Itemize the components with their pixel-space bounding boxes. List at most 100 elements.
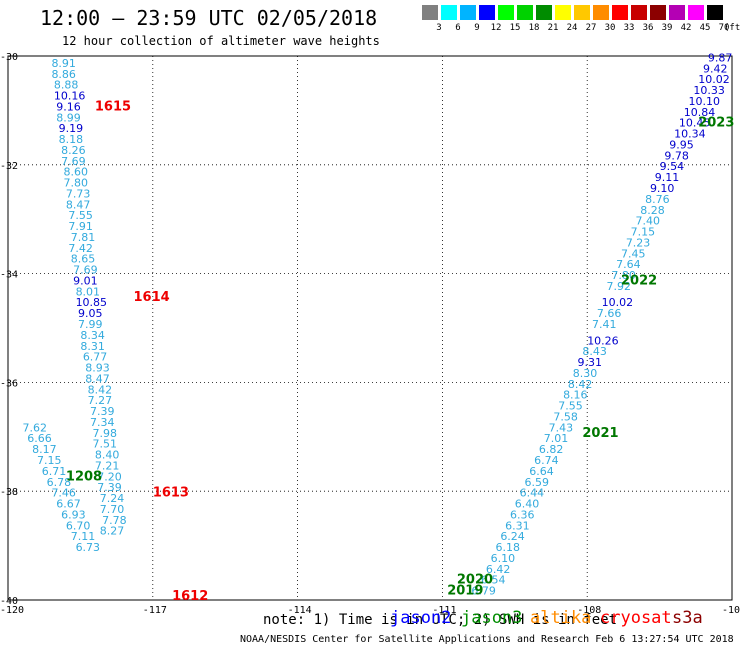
track-label: 1208 [66,469,102,484]
wave-height-value: 7.15 [37,454,62,467]
y-tick-label: -38 [0,487,18,498]
y-tick-label: -30 [0,52,18,63]
legend-label: 33 [623,23,635,33]
legend-label: 24 [566,23,578,33]
wave-height-value: 6.73 [76,541,101,554]
wave-height-value: 9.31 [578,356,603,369]
wave-height-value: 10.02 [698,73,730,86]
track-label: 2023 [698,116,734,131]
wave-height-value: 6.74 [534,454,559,467]
wave-height-value: 6.64 [529,465,554,478]
legend-swatch [441,5,457,20]
legend-swatch [650,5,666,20]
track-label: 1612 [172,589,208,604]
wave-height-value: 7.66 [597,307,622,320]
wave-height-value: 9.95 [669,138,694,151]
wave-height-value: 6.54 [481,574,506,587]
wave-height-value: 10.26 [587,334,619,347]
wave-height-value: 6.82 [539,443,564,456]
wave-height-value: 8.88 [54,79,79,92]
wave-height-value: 7.73 [66,187,91,200]
legend-label: 45 [699,23,711,33]
wave-height-value: 7.21 [95,459,120,472]
satellite-label-jason2: jason2 [390,608,452,628]
satellite-label-altika: altika [530,608,592,628]
wave-height-value: 8.17 [32,443,57,456]
wave-height-value: 8.47 [85,372,110,385]
wave-height-value: 6.40 [515,498,540,511]
wave-height-value: 9.16 [56,100,80,113]
legend-label: 3 [436,23,442,33]
track-label: 2019 [447,584,483,599]
wave-height-value: 7.55 [558,400,583,413]
wave-height-value: 10.33 [693,84,725,97]
wave-height-value: 10.85 [76,296,108,309]
x-tick-label: -10 [722,605,740,616]
x-tick-label: -111 [432,605,456,616]
wave-height-value: 9.78 [664,149,689,162]
wave-height-value: 7.64 [616,258,641,271]
legend-label: 39 [661,23,673,33]
legend-swatch [555,5,571,20]
y-tick-label: -32 [0,161,18,172]
wave-height-value: 7.23 [626,236,651,249]
track-label: 2022 [621,273,657,288]
legend-swatch [536,5,552,20]
wave-height-value: 7.80 [611,269,636,282]
wave-height-value: 6.31 [505,519,530,532]
wave-height-value: 6.36 [510,508,535,521]
wave-height-value: 7.24 [100,492,125,505]
wave-height-value: 7.40 [635,215,660,228]
page-title: 12:00 — 23:59 UTC 02/05/2018 [40,6,378,30]
legend-label: 36 [642,23,654,33]
wave-height-value: 6.24 [500,530,525,543]
wave-height-value: 10.16 [54,90,86,103]
plot-frame [7,55,733,601]
track-label: 1613 [153,486,189,501]
wave-height-value: 8.86 [51,68,76,81]
wave-height-value: 6.78 [47,476,72,489]
x-tick-label: -117 [143,605,167,616]
satellite-label-s3a: s3a [672,608,703,628]
wave-height-value: 7.58 [553,410,578,423]
legend-label: 27 [585,23,597,33]
legend-label: 70 [718,23,730,33]
wave-height-value: 8.26 [61,144,86,157]
legend-unit: (ft) [724,23,740,33]
wave-height-value: 7.43 [549,421,574,434]
wave-height-value: 7.39 [97,481,122,494]
wave-height-value: 10.34 [674,128,706,141]
wave-height-value: 7.51 [92,438,117,451]
footer-note: note: 1) Time is in UTC; 2) SWH is in fe… [263,612,618,628]
legend-swatch [593,5,609,20]
legend-label: 15 [509,23,521,33]
wave-height-value: 7.27 [88,394,113,407]
wave-height-value: 7.11 [71,530,96,543]
track-label: 2021 [582,426,618,441]
wave-height-value: 8.65 [71,253,96,266]
wave-height-value: 8.28 [640,204,665,217]
wave-height-value: 7.39 [90,405,115,418]
wave-height-value: 8.76 [645,193,670,206]
wave-height-value: 7.99 [78,318,103,331]
wave-height-value: 10.02 [602,296,634,309]
track-label: 1615 [95,99,131,114]
wave-height-value: 9.87 [708,51,733,64]
legend-swatch [574,5,590,20]
wave-height-value: 6.71 [42,465,67,478]
satellite-label-cryosat: cryosat [600,608,672,628]
wave-height-value: 6.70 [66,519,91,532]
wave-height-value: 6.59 [524,476,549,489]
legend-label: 30 [604,23,616,33]
wave-height-value: 9.54 [660,160,685,173]
wave-height-value: 9.11 [655,171,680,184]
wave-height-value: 7.20 [97,470,122,483]
wave-height-value: 8.34 [80,329,105,342]
wave-height-value: 7.91 [68,220,93,233]
legend-swatch [498,5,514,20]
legend-swatch [631,5,647,20]
legend-label: 6 [455,23,461,33]
legend-swatch [422,5,438,20]
